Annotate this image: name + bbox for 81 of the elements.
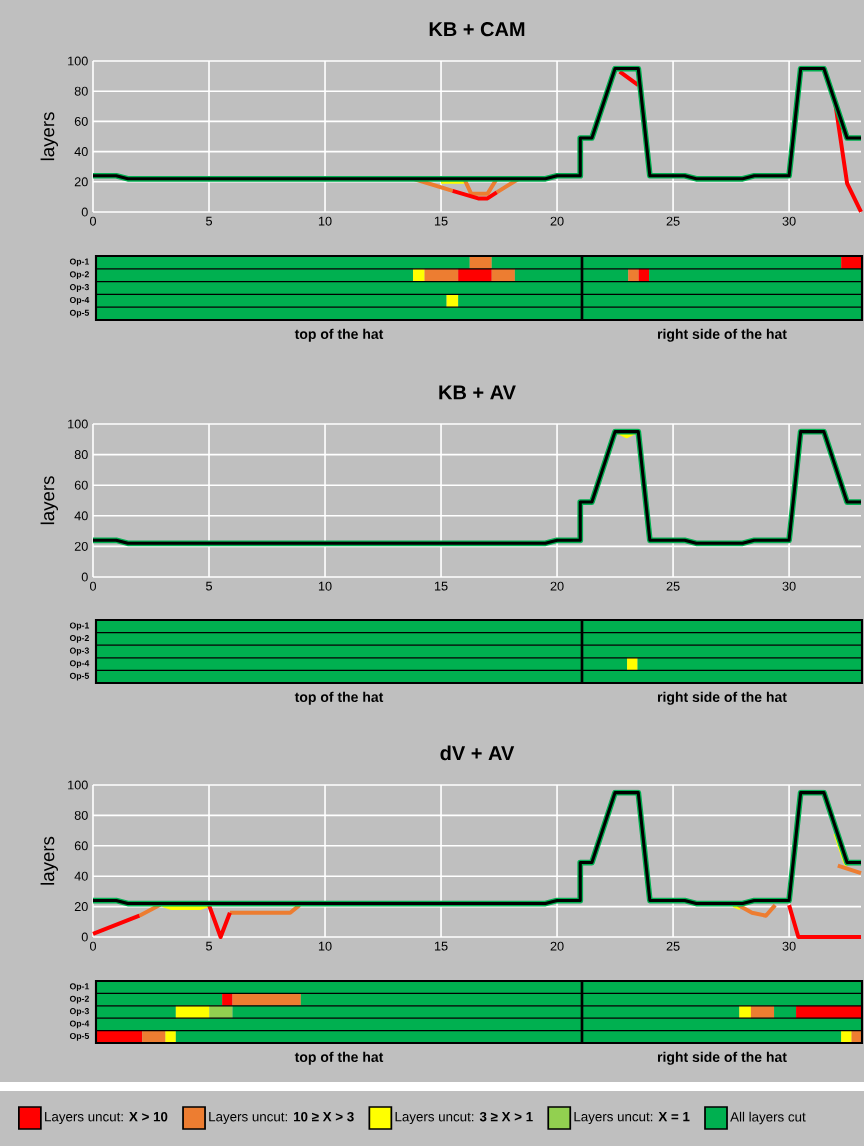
text: top of the hat bbox=[294, 328, 384, 342]
y-tick-label: Op-5 bbox=[69, 309, 90, 318]
y-tick-label: 40 bbox=[74, 871, 88, 881]
y-tick-label: 80 bbox=[74, 810, 88, 820]
bar bbox=[750, 1005, 775, 1019]
text: top of the hat bbox=[294, 691, 384, 705]
y-axis-title: layers bbox=[40, 836, 58, 885]
category-label: Layers uncut: X = 1 bbox=[574, 1112, 690, 1124]
x-tick-label: 0 bbox=[89, 216, 97, 226]
x-tick-label: 15 bbox=[434, 581, 448, 591]
y-tick-label: Op-4 bbox=[69, 660, 90, 669]
y-tick-label: 100 bbox=[68, 780, 88, 790]
x-tick-label: 5 bbox=[205, 581, 213, 591]
y-tick-label: Op-4 bbox=[69, 296, 90, 305]
text: top of the hat bbox=[294, 1051, 384, 1065]
y-tick-label: 0 bbox=[81, 207, 88, 217]
y-tick-label: 80 bbox=[74, 86, 88, 96]
x-tick-label: 20 bbox=[550, 941, 564, 951]
bar bbox=[413, 268, 425, 282]
y-tick-label: Op-1 bbox=[69, 983, 90, 992]
y-tick-label: Op-5 bbox=[69, 672, 90, 681]
y-axis-title: layers bbox=[40, 476, 58, 525]
bar bbox=[209, 1005, 233, 1019]
y-tick-label: 100 bbox=[68, 56, 88, 66]
text: right side of the hat bbox=[657, 1051, 787, 1065]
y-tick-label: 60 bbox=[74, 480, 88, 490]
category-label: All layers cut bbox=[730, 1111, 806, 1125]
y-tick-label: Op-2 bbox=[69, 995, 89, 1004]
x-tick-label: 30 bbox=[782, 581, 796, 591]
x-tick-label: 10 bbox=[318, 581, 332, 591]
x-tick-label: 20 bbox=[550, 581, 564, 591]
bar bbox=[458, 268, 492, 282]
category-label: Layers uncut: X > 10 bbox=[45, 1111, 168, 1125]
y-tick-label: 20 bbox=[74, 541, 88, 551]
bar bbox=[638, 268, 650, 282]
x-tick-label: 5 bbox=[205, 216, 213, 226]
x-tick-label: 0 bbox=[89, 581, 97, 591]
y-tick-label: Op-2 bbox=[69, 271, 89, 280]
x-tick-label: 0 bbox=[89, 941, 97, 951]
y-tick-label: 40 bbox=[74, 147, 88, 157]
text: right side of the hat bbox=[657, 691, 787, 705]
bar bbox=[491, 268, 515, 282]
text: right side of the hat bbox=[657, 328, 787, 342]
y-tick-label: Op-3 bbox=[69, 284, 89, 292]
y-tick-label: 100 bbox=[68, 419, 88, 429]
x-tick-label: 25 bbox=[666, 941, 680, 951]
chart-title: KB + AV bbox=[439, 385, 516, 400]
bar bbox=[841, 1030, 852, 1043]
y-tick-label: 40 bbox=[74, 511, 88, 521]
x-tick-label: 25 bbox=[666, 581, 680, 591]
x-tick-label: 15 bbox=[434, 941, 448, 951]
y-axis-title: layers bbox=[40, 112, 58, 161]
y-tick-label: 60 bbox=[74, 116, 88, 126]
category-label: Layers uncut: 10 ≥ X > 3 bbox=[209, 1111, 354, 1125]
bar bbox=[628, 268, 639, 282]
x-tick-label: 5 bbox=[205, 941, 213, 951]
bar bbox=[739, 1005, 751, 1019]
bar bbox=[796, 1005, 863, 1019]
y-tick-label: Op-2 bbox=[69, 634, 89, 643]
y-tick-label: Op-3 bbox=[69, 1008, 89, 1016]
y-tick-label: 0 bbox=[81, 932, 88, 942]
y-tick-label: Op-5 bbox=[69, 1032, 90, 1041]
y-tick-label: Op-4 bbox=[69, 1020, 90, 1029]
y-tick-label: 20 bbox=[74, 902, 88, 912]
y-tick-label: Op-1 bbox=[69, 258, 90, 267]
x-tick-label: 10 bbox=[318, 941, 332, 951]
x-tick-label: 30 bbox=[782, 941, 796, 951]
category-label: Layers uncut: 3 ≥ X > 1 bbox=[395, 1111, 533, 1125]
chart-title: KB + CAM bbox=[429, 22, 525, 37]
x-tick-label: 20 bbox=[550, 216, 564, 226]
y-tick-label: 80 bbox=[74, 450, 88, 460]
x-tick-label: 10 bbox=[318, 216, 332, 226]
y-tick-label: Op-3 bbox=[69, 647, 89, 656]
y-tick-label: 20 bbox=[74, 177, 88, 187]
chart-title: dV + AV bbox=[440, 745, 515, 761]
y-tick-label: 0 bbox=[81, 572, 88, 582]
x-tick-label: 15 bbox=[434, 216, 448, 226]
x-tick-label: 25 bbox=[666, 216, 680, 226]
x-tick-label: 30 bbox=[782, 216, 796, 226]
y-tick-label: 60 bbox=[74, 841, 88, 851]
y-tick-label: Op-1 bbox=[69, 622, 90, 631]
